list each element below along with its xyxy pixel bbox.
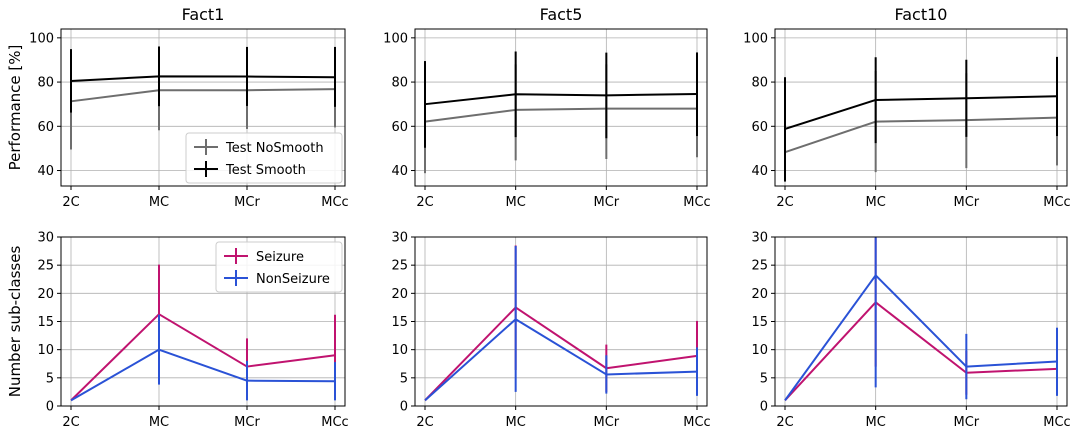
fact10-performance-ytick-label: 40 [751, 164, 768, 179]
fact1-subclasses-ytick-label: 30 [37, 231, 54, 246]
fact5-performance-xtick-label: 2C [416, 195, 433, 210]
fact5-subclasses-ytick-label: 0 [400, 400, 408, 415]
fact5-performance-test_nosmooth-line [424, 107, 697, 123]
fact5-performance-ytick-label: 100 [383, 31, 408, 46]
fact5-subclasses-xtick-label: MC [506, 415, 526, 430]
fact10-subclasses-ytick-label: 20 [751, 287, 768, 302]
fact10-performance-test_smooth-line [784, 95, 1058, 130]
fact1-subclasses-xtick-label: MC [149, 415, 169, 430]
fact10-subclasses-xtick-label: MCc [1043, 415, 1070, 430]
fact10-subclasses-ytick-label: 5 [760, 371, 768, 386]
fact5-subclasses-ytick-label: 5 [400, 371, 408, 386]
fact1-performance-legend-label: Test Smooth [225, 163, 306, 178]
fact10-performance-title: Fact10 [895, 5, 948, 24]
fact1-performance-test_nosmooth-line [70, 88, 336, 103]
fact5-subclasses-ytick-label: 25 [391, 259, 408, 274]
fact1-subclasses-xtick-label: MCr [234, 415, 260, 430]
fact5-subclasses-nonseizure-line [424, 318, 698, 402]
fact1-performance-test_smooth-line [70, 75, 336, 82]
fact5-performance-xtick-label: MC [506, 195, 526, 210]
fact5-subclasses-xtick-label: MCr [594, 415, 620, 430]
fact5-performance-xtick-label: MCc [683, 195, 710, 210]
fact1-subclasses-ytick-label: 25 [37, 259, 54, 274]
fact1-performance-ytick-label: 100 [29, 31, 54, 46]
fact1-subclasses-ytick-label: 15 [37, 315, 54, 330]
fact5-performance-xtick-label: MCr [594, 195, 620, 210]
fact5-subclasses-xtick-label: 2C [416, 415, 433, 430]
fact1-subclasses-ytick-label: 10 [37, 343, 54, 358]
fact10-performance-frame [774, 28, 1068, 187]
fact10-performance-test_nosmooth-line [784, 116, 1058, 154]
fact1-performance-legend [185, 132, 343, 184]
fact1-performance-xtick-label: 2C [62, 195, 79, 210]
fact1-subclasses-ytick-label: 20 [37, 287, 54, 302]
fact10-subclasses-ytick-label: 25 [751, 259, 768, 274]
fact1-subclasses-xtick-label: MCc [321, 415, 348, 430]
fact1-subclasses-legend [215, 241, 343, 293]
fact5-performance-ytick-label: 80 [391, 76, 408, 91]
fact1-subclasses-seizure-line [70, 313, 336, 402]
fact1-subclasses-frame [60, 236, 346, 407]
fact1-subclasses-xtick-label: 2C [62, 415, 79, 430]
fact5-performance-ytick-label: 60 [391, 120, 408, 135]
fact10-performance-xtick-label: MC [866, 195, 886, 210]
fact10-performance-ytick-label: 100 [743, 31, 768, 46]
fact5-subclasses-ytick-label: 20 [391, 287, 408, 302]
fact5-performance-ytick-label: 40 [391, 164, 408, 179]
fact10-subclasses-frame [774, 236, 1068, 407]
fact5-subclasses-ytick-label: 15 [391, 315, 408, 330]
fact10-performance-xtick-label: 2C [776, 195, 793, 210]
fact10-performance-xtick-label: MCr [954, 195, 980, 210]
fact1-subclasses-ytick-label: 0 [46, 400, 54, 415]
fact5-subclasses-xtick-label: MCc [683, 415, 710, 430]
fact10-subclasses-ytick-label: 15 [751, 315, 768, 330]
fact10-performance-ytick-label: 80 [751, 76, 768, 91]
fact5-performance-frame [414, 28, 708, 187]
fact10-subclasses-nonseizure-line [784, 274, 1058, 401]
fact10-subclasses-xtick-label: MCr [954, 415, 980, 430]
fact5-performance-test_smooth-line [424, 93, 698, 106]
fact5-subclasses-seizure-line [424, 306, 698, 402]
fact1-performance-ytick-label: 80 [37, 76, 54, 91]
fact1-performance-title: Fact1 [182, 5, 225, 24]
fact5-subclasses-ytick-label: 30 [391, 231, 408, 246]
fact1-performance-frame [60, 28, 346, 187]
fact5-subclasses-ytick-label: 10 [391, 343, 408, 358]
fact10-performance-ytick-label: 60 [751, 120, 768, 135]
fact1-performance-xtick-label: MCc [321, 195, 348, 210]
fact1-performance-ytick-label: 60 [37, 120, 54, 135]
fact1-subclasses-nonseizure-line [70, 348, 336, 402]
fact10-subclasses-ytick-label: 0 [760, 400, 768, 415]
fact1-subclasses-ytick-label: 5 [46, 371, 54, 386]
fact1-performance-ylabel: Performance [%] [6, 45, 24, 171]
fact1-performance-ytick-label: 40 [37, 164, 54, 179]
fact1-subclasses-ylabel: Number sub-classes [6, 246, 24, 398]
fact10-performance-xtick-label: MCc [1043, 195, 1070, 210]
fact10-subclasses-ytick-label: 10 [751, 343, 768, 358]
fact1-performance-xtick-label: MC [149, 195, 169, 210]
fact10-subclasses-xtick-label: MC [866, 415, 886, 430]
fact5-subclasses-frame [414, 236, 708, 407]
fact1-performance-xtick-label: MCr [234, 195, 260, 210]
fact1-subclasses-legend-label: NonSeizure [256, 272, 330, 287]
fact10-subclasses-seizure-line [784, 301, 1058, 402]
fact1-performance-legend-label: Test NoSmooth [225, 141, 324, 156]
fact10-subclasses-xtick-label: 2C [776, 415, 793, 430]
fact1-subclasses-legend-label: Seizure [256, 250, 304, 265]
fact5-performance-title: Fact5 [540, 5, 583, 24]
fact10-subclasses-ytick-label: 30 [751, 231, 768, 246]
